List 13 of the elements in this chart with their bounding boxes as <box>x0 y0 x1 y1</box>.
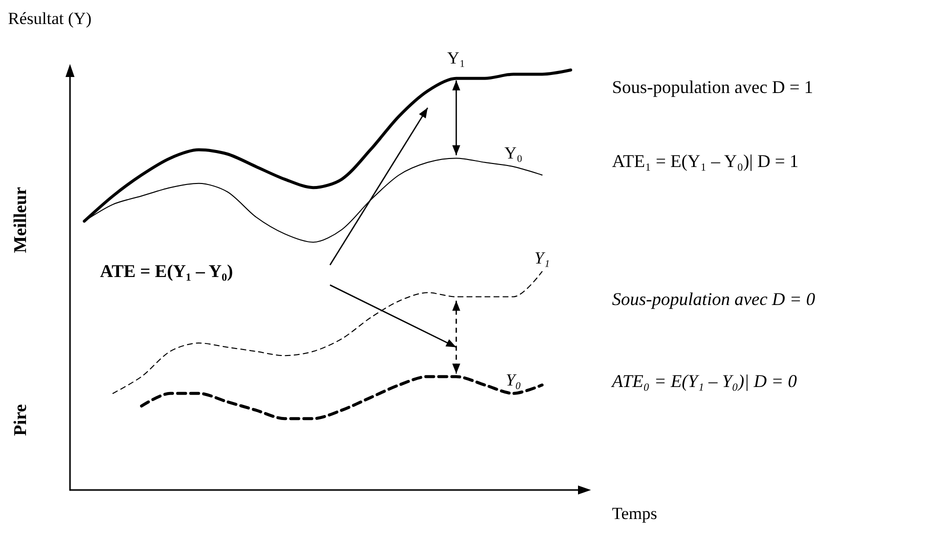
text: ATE₁ = E(Y₁ – Y₀)| D = 1 <box>612 151 799 171</box>
text: Meilleur <box>10 187 30 253</box>
series-label: Y₁ <box>534 248 550 268</box>
text: Pire <box>10 404 30 436</box>
series-label: Y₁ <box>447 48 466 68</box>
y-axis-title: Résultat (Y) <box>8 9 92 28</box>
x-axis-title: Temps <box>612 504 658 523</box>
series-label: Y₀ <box>504 144 523 163</box>
text: Sous-population avec D = 1 <box>612 77 814 97</box>
annotation: ATE = E(Y₁ – Y₀) <box>100 261 234 281</box>
text: Sous-population avec D = 0 <box>612 289 816 309</box>
series-label: Y₀ <box>506 370 522 390</box>
text: ATE₀ = E(Y₁ – Y₀)| D = 0 <box>611 371 797 391</box>
